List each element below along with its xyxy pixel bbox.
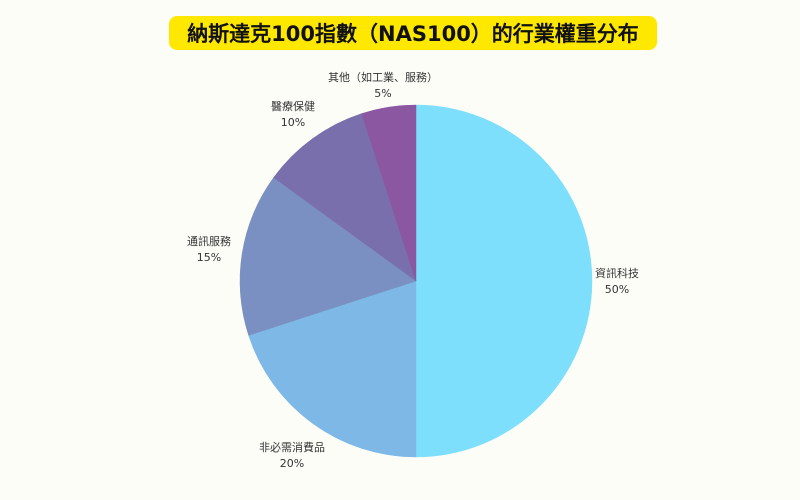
label-slice-2: 通訊服務 15% — [187, 235, 231, 264]
pie-slice-4 — [361, 104, 417, 282]
label-slice-1: 非必需消費品 20% — [259, 441, 325, 470]
pie-slice-3 — [273, 113, 417, 282]
label-slice-0: 資訊科技 50% — [595, 267, 639, 296]
label-slice-4: 其他（如工業、服務） 5% — [328, 71, 438, 100]
label-slice-3: 醫療保健 10% — [271, 100, 315, 129]
pie-slice-0 — [415, 104, 593, 458]
chart-title: 納斯達克100指數（NAS100）的行業權重分布 — [169, 16, 657, 50]
pie-slice-1 — [248, 280, 417, 458]
pie-slice-2 — [239, 177, 417, 336]
